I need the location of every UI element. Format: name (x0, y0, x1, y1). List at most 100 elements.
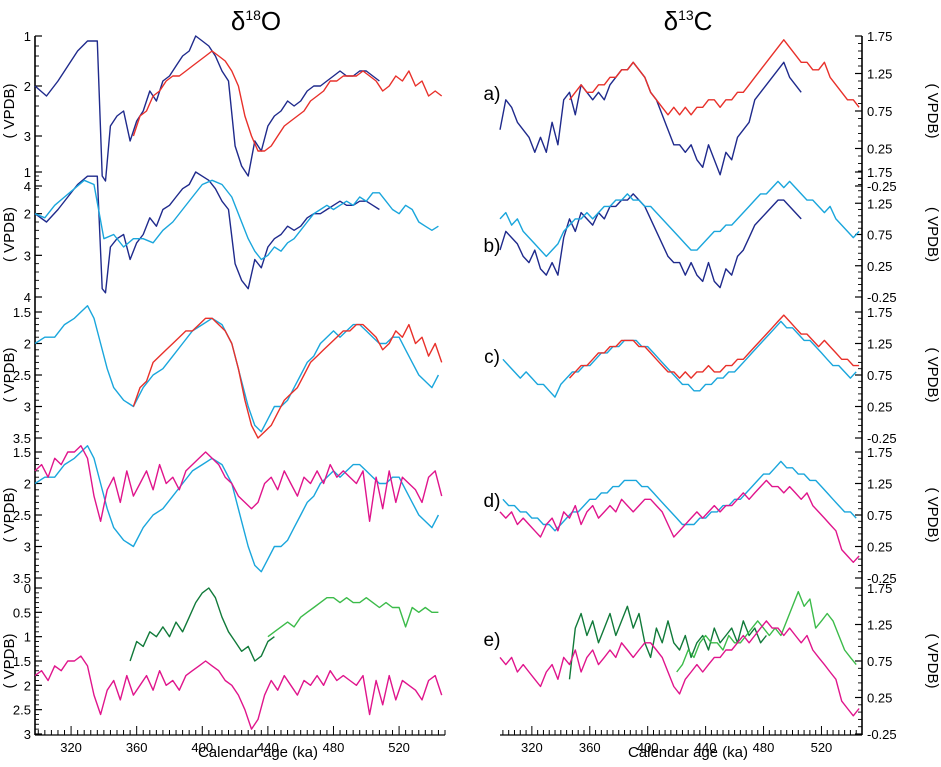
y-tick-label: 1.25 (867, 618, 892, 633)
panel-e-carbon: 1.75 1.25 0.75 0.25 -0.25 ( VPDB) (499, 581, 941, 742)
y-tick-label: 0.75 (867, 508, 892, 523)
y-tick-label: 2.5 (13, 508, 31, 523)
series-line-dkgreen (568, 605, 767, 680)
y-tick-label: 2.5 (13, 703, 31, 718)
y-tick-label: 1 (24, 29, 31, 44)
panel-label-e: e) (484, 630, 501, 651)
y-tick-label: 0.25 (867, 259, 892, 274)
x-tick-label: 320 (60, 740, 82, 755)
y-tick-label: 0.5 (13, 605, 31, 620)
y-tick-label: 1.5 (13, 445, 31, 460)
y-axis-title: ( VPDB) (1, 347, 18, 402)
y-tick-label: 3 (24, 248, 31, 263)
panel-d-oxygen: 1.5 2 2.5 3 3.5 ( VPDB) (1, 445, 443, 586)
x-axis-title-right: Calendar age (ka) (628, 744, 748, 761)
y-axis-title: ( VPDB) (924, 633, 941, 688)
series-line-red (568, 39, 860, 116)
y-tick-label: 1 (24, 165, 31, 180)
y-tick-label: 1.75 (867, 165, 892, 180)
panel-label-c: c) (484, 347, 500, 368)
series-line-cyan (34, 445, 440, 573)
x-tick-label: 360 (126, 740, 148, 755)
panel-c-oxygen: 1.5 2 2.5 3 3.5 ( VPDB) (1, 305, 443, 446)
series-line-magenta (34, 445, 443, 522)
panel-label-d: d) (484, 491, 501, 512)
x-tick-label: 440 (257, 740, 279, 755)
y-axis-title: ( VPDB) (924, 207, 941, 262)
y-tick-label: 1.75 (867, 445, 892, 460)
y-tick-label: 1.25 (867, 196, 892, 211)
series-line-red (568, 314, 860, 379)
y-tick-label: 3 (24, 129, 31, 144)
y-axis-title: ( VPDB) (1, 633, 18, 688)
x-tick-label: 520 (388, 740, 410, 755)
y-tick-label: -0.25 (867, 431, 897, 446)
panel-a-oxygen: 1 2 3 4 ( VPDB) (1, 29, 443, 194)
panel-b-carbon: 1.75 1.25 0.75 0.25 -0.25 ( VPDB) (499, 165, 941, 305)
x-tick-label: 480 (753, 740, 775, 755)
y-axis-title: ( VPDB) (1, 487, 18, 542)
y-axis-title: ( VPDB) (924, 487, 941, 542)
y-tick-label: 4 (24, 179, 31, 194)
y-tick-label: -0.25 (867, 727, 897, 742)
y-tick-label: 2.5 (13, 368, 31, 383)
x-tick-label: 320 (521, 740, 543, 755)
y-tick-label: 2 (24, 79, 31, 94)
panel-label-a: a) (484, 84, 501, 105)
y-tick-label: 0.75 (867, 228, 892, 243)
y-tick-label: 1.25 (867, 337, 892, 352)
y-tick-label: -0.25 (867, 290, 897, 305)
title-carbon: δ13C (664, 6, 713, 36)
series-line-cyan (499, 180, 860, 258)
panel-d-carbon: 1.75 1.25 0.75 0.25 -0.25 ( VPDB) (499, 445, 941, 586)
y-tick-label: 0.75 (867, 104, 892, 119)
series-line-ltgreen (267, 597, 439, 638)
y-tick-label: 1.25 (867, 477, 892, 492)
panel-c-carbon: 1.75 1.25 0.75 0.25 -0.25 ( VPDB) (502, 305, 941, 446)
series-line-navy (499, 193, 802, 289)
series-line-cyan (502, 320, 857, 398)
series-line-magenta (499, 620, 860, 717)
y-tick-label: 1.75 (867, 29, 892, 44)
y-tick-label: 0.25 (867, 400, 892, 415)
series-line-dkgreen (129, 587, 275, 662)
series-line-cyan (34, 179, 439, 261)
y-tick-label: 1.75 (867, 305, 892, 320)
y-tick-label: 0.75 (867, 654, 892, 669)
series-line-cyan (34, 305, 440, 433)
y-tick-label: 4 (24, 290, 31, 305)
y-axis-title: ( VPDB) (1, 83, 18, 138)
y-axis-title: ( VPDB) (924, 347, 941, 402)
series-line-navy (34, 35, 380, 182)
x-tick-label: 400 (637, 740, 659, 755)
y-tick-label: 0.25 (867, 540, 892, 555)
x-tick-label: 480 (323, 740, 345, 755)
series-line-navy (34, 171, 380, 294)
y-tick-label: 3.5 (13, 431, 31, 446)
y-tick-label: -0.25 (867, 179, 897, 194)
y-axis-title: ( VPDB) (1, 207, 18, 262)
y-tick-label: 1.75 (867, 581, 892, 596)
y-tick-label: 2 (24, 207, 31, 222)
y-tick-label: 0 (24, 581, 31, 596)
series-line-navy (499, 61, 802, 176)
y-tick-label: 1.5 (13, 654, 31, 669)
panel-label-b: b) (484, 236, 501, 257)
series-line-magenta (34, 655, 443, 730)
y-tick-label: -0.25 (867, 571, 897, 586)
y-tick-label: 0.25 (867, 142, 892, 157)
series-line-red (132, 317, 443, 439)
panel-b-oxygen: 1 2 3 4 ( VPDB) (1, 165, 439, 305)
y-tick-label: 1.25 (867, 67, 892, 82)
y-tick-label: 2 (24, 678, 31, 693)
series-line-ltgreen (676, 590, 857, 673)
y-tick-label: 3 (24, 400, 31, 415)
y-tick-label: 0.75 (867, 368, 892, 383)
x-tick-label: 520 (811, 740, 833, 755)
y-tick-label: 1 (24, 630, 31, 645)
series-line-magenta (499, 479, 860, 563)
y-tick-label: 3.5 (13, 571, 31, 586)
panel-e-oxygen: 0 0.5 1 1.5 2 2.5 3 ( VPDB) (1, 581, 443, 742)
title-oxygen: δ18O (231, 6, 281, 36)
